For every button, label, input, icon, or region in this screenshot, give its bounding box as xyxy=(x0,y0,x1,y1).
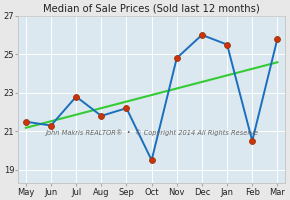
Point xyxy=(250,139,255,143)
Point xyxy=(225,43,229,46)
Point xyxy=(23,120,28,123)
Point xyxy=(49,124,53,127)
Point xyxy=(200,33,204,37)
Text: John Makris REALTOR®  •  © Copyright 2014 All Rights Reserve: John Makris REALTOR® • © Copyright 2014 … xyxy=(45,130,258,136)
Title: Median of Sale Prices (Sold last 12 months): Median of Sale Prices (Sold last 12 mont… xyxy=(43,3,260,13)
Point xyxy=(175,56,179,60)
Point xyxy=(149,159,154,162)
Point xyxy=(74,95,79,98)
Point xyxy=(99,114,104,117)
Point xyxy=(124,107,129,110)
Point xyxy=(275,37,280,40)
